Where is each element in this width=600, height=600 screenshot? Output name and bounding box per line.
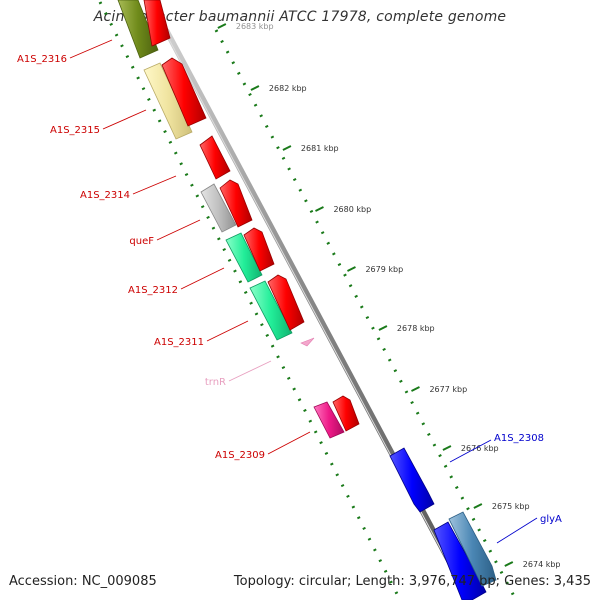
tick-label: 2677 kbp [429, 385, 467, 394]
tick-mark [442, 445, 452, 451]
gene-leader-line [156, 219, 201, 241]
gene-label[interactable]: A1S_2315 [50, 125, 100, 136]
tick-mark [250, 85, 260, 91]
tick-label: 2676 kbp [461, 444, 499, 453]
tick-label: 2681 kbp [301, 144, 339, 153]
gene-labels: A1S_2316 A1S_2315 A1S_2314 queF A1S_2312 A1S_… [17, 39, 562, 544]
gene-leader-line [69, 39, 113, 59]
gene-arrow-a1s-2309 [332, 395, 360, 432]
accession-label: Accession: NC_009085 [9, 574, 157, 589]
gene-arrow-a1s-2316 [143, 0, 171, 47]
tick-label: 2682 kbp [269, 84, 307, 93]
gene-label[interactable]: A1S_2311 [154, 337, 204, 348]
outer-tick-guide [214, 29, 518, 600]
gene-label[interactable]: A1S_2316 [17, 54, 67, 65]
tick-mark [217, 23, 227, 29]
gene-arrow-blue-lower [433, 521, 487, 600]
gene-block-cream [143, 62, 193, 140]
tick-mark [282, 145, 292, 151]
tick-label: 2674 kbp [523, 560, 561, 569]
tick-label: 2679 kbp [365, 265, 403, 274]
gene-label[interactable]: glyA [540, 514, 562, 525]
gene-label[interactable]: queF [129, 236, 154, 247]
tick-mark [473, 503, 483, 509]
gene-leader-line [102, 109, 147, 130]
gene-block-green-2 [249, 280, 293, 341]
gene-leader-line [496, 517, 538, 544]
gene-label[interactable]: A1S_2314 [80, 190, 130, 201]
gene-arrow-a1s-2314 [199, 135, 231, 180]
gene-arrow-a1s-2315 [161, 57, 207, 127]
gene-leader-line [132, 175, 177, 195]
gene-trna-trnr [300, 337, 315, 347]
gene-block-grey [200, 183, 237, 233]
tick-mark [315, 206, 324, 212]
gene-arrow-a1s-2308 [389, 447, 435, 513]
topology-label: Topology: circular; Length: 3,976,747 bp… [233, 574, 591, 589]
gene-label[interactable]: trnR [205, 377, 226, 388]
gene-block-green-1 [225, 232, 263, 283]
map-title: Acinetobacter baumannii ATCC 17978, comp… [93, 9, 507, 25]
tick-labels: 2683 kbp 2682 kbp 2681 kbp 2680 kbp 2679 kbp… [236, 22, 561, 569]
gene-label[interactable]: A1S_2312 [128, 285, 178, 296]
gene-block-olive [117, 0, 159, 59]
gene-leader-line [267, 431, 311, 455]
gene-leader-line [180, 267, 225, 290]
gene-label[interactable]: A1S_2309 [215, 450, 265, 461]
tick-label: 2680 kbp [333, 205, 371, 214]
tick-label: 2678 kbp [397, 324, 435, 333]
tick-mark [378, 325, 388, 331]
gene-leader-line [206, 320, 249, 342]
tick-label: 2683 kbp [236, 22, 274, 31]
gene-arrow-a1s-2312 [243, 227, 275, 272]
genome-backbone [163, 28, 473, 600]
gene-arrow-glya [448, 511, 497, 587]
tick-label: 2675 kbp [492, 502, 530, 511]
gene-arrow-quef [219, 179, 253, 228]
gene-leader-line [449, 439, 492, 463]
tick-mark [411, 386, 420, 392]
gene-block-magenta [313, 401, 345, 439]
gene-features [117, 0, 497, 600]
tick-mark [347, 266, 356, 272]
gene-label[interactable]: A1S_2308 [494, 433, 544, 444]
gene-leader-line [228, 360, 272, 382]
gene-arrow-a1s-2311 [267, 274, 305, 331]
tick-marks [217, 23, 514, 567]
tick-mark [504, 561, 514, 567]
inner-tick-guide [98, 1, 402, 600]
